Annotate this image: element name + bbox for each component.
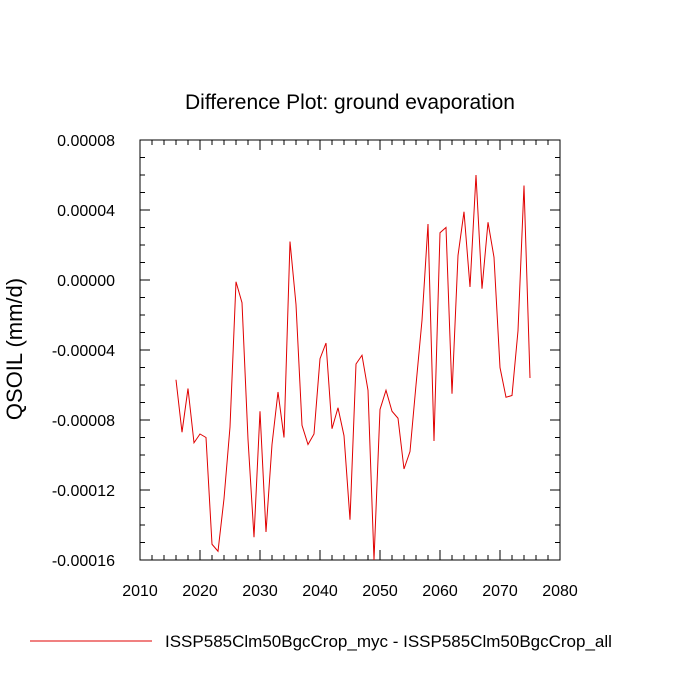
y-tick-label: 0.00008 [57, 133, 115, 150]
y-axis-tick-labels: -0.00016 -0.00012 -0.00008 -0.00004 0.00000 0… [52, 133, 115, 570]
y-tick-label: -0.00004 [52, 343, 115, 360]
series-line [175, 174, 531, 561]
legend: ISSP585Clm50BgcCrop_myc - ISSP585Clm50Bg… [30, 632, 612, 651]
x-tick-label: 2050 [362, 583, 398, 600]
x-axis-tick-labels: 2010 2020 2030 2040 2050 2060 2070 2080 [122, 583, 578, 600]
chart-title: Difference Plot: ground evaporation [185, 91, 515, 114]
y-axis-label: QSOIL (mm/d) [2, 278, 27, 420]
plot-frame [139, 139, 561, 561]
y-tick-label: 0.00004 [57, 203, 115, 220]
x-tick-label: 2010 [122, 583, 158, 600]
y-tick-label: 0.00000 [57, 273, 115, 290]
y-tick-label: -0.00012 [52, 483, 115, 500]
x-tick-label: 2080 [542, 583, 578, 600]
x-tick-label: 2060 [422, 583, 458, 600]
x-tick-label: 2030 [242, 583, 278, 600]
x-tick-label: 2020 [182, 583, 218, 600]
y-axis-ticks [140, 139, 560, 561]
legend-label: ISSP585Clm50BgcCrop_myc - ISSP585Clm50Bg… [165, 632, 612, 651]
x-tick-label: 2040 [302, 583, 338, 600]
y-tick-label: -0.00008 [52, 413, 115, 430]
x-tick-label: 2070 [482, 583, 518, 600]
series-group [175, 174, 531, 561]
y-tick-label: -0.00016 [52, 553, 115, 570]
x-axis-ticks [139, 140, 561, 560]
